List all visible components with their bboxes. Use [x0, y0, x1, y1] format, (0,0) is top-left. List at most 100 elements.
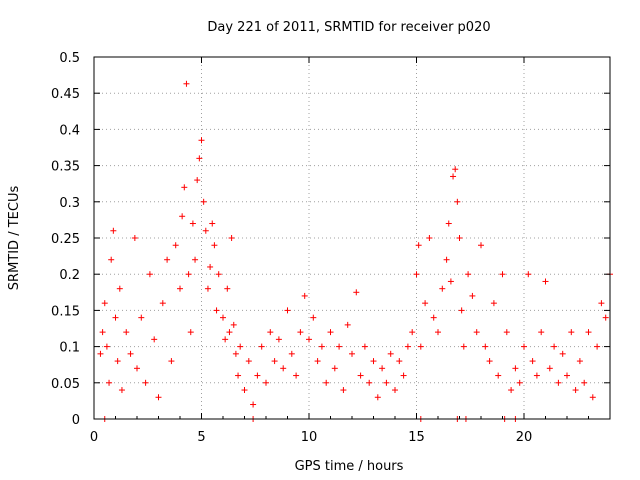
data-point [213, 307, 220, 314]
x-tick-label: 15 [408, 430, 425, 445]
data-point [340, 387, 347, 394]
data-point [576, 358, 583, 365]
y-axis-label: SRMTID / TECUs [7, 186, 22, 291]
data-point [366, 379, 373, 386]
data-point [460, 343, 467, 350]
data-point [288, 350, 295, 357]
data-point [585, 329, 592, 336]
data-point [301, 292, 308, 299]
data-point [529, 358, 536, 365]
data-point [447, 278, 454, 285]
data-point [151, 336, 158, 343]
data-point [314, 358, 321, 365]
data-point [508, 387, 515, 394]
data-point [310, 314, 317, 321]
data-point [172, 242, 179, 249]
data-point [387, 350, 394, 357]
data-point [209, 220, 216, 227]
data-point [235, 372, 242, 379]
axis-ticks [93, 56, 610, 420]
data-point [336, 343, 343, 350]
data-point [142, 379, 149, 386]
y-tick-label: 0.2 [59, 268, 80, 283]
data-point [168, 358, 175, 365]
y-tick-label: 0.35 [51, 160, 80, 175]
chart-title: Day 221 of 2011, SRMTID for receiver p02… [207, 20, 490, 35]
data-point [183, 80, 190, 87]
data-point [101, 300, 108, 307]
data-point [426, 235, 433, 241]
data-point [598, 300, 605, 307]
data-point [594, 343, 601, 350]
x-tick-label: 0 [90, 430, 98, 445]
data-point [138, 314, 145, 321]
data-point [413, 271, 420, 278]
data-point [503, 329, 510, 336]
y-tick-label: 0.05 [51, 377, 80, 392]
data-point [220, 314, 226, 321]
data-point [116, 285, 123, 292]
data-point [581, 379, 588, 386]
data-point [551, 343, 558, 350]
data-point [327, 329, 334, 336]
data-point [200, 198, 207, 205]
grid-lines [94, 57, 610, 419]
y-tick-label: 0.15 [51, 304, 80, 319]
data-point [349, 350, 355, 357]
data-point [194, 177, 201, 184]
data-point [331, 365, 338, 372]
data-point [430, 314, 437, 321]
data-point [490, 300, 497, 307]
data-point [284, 307, 291, 314]
data-point [155, 394, 162, 401]
data-point [146, 271, 153, 278]
y-tick-label: 0 [72, 413, 80, 428]
data-point [602, 314, 609, 321]
data-point [237, 343, 244, 350]
data-point [250, 401, 257, 408]
data-point [271, 358, 278, 365]
data-point [245, 358, 252, 365]
data-point [512, 365, 519, 372]
data-point [224, 285, 231, 292]
data-point [99, 329, 106, 336]
data-point [187, 329, 194, 336]
data-point [204, 285, 211, 292]
data-point [110, 227, 117, 234]
data-point [572, 387, 579, 394]
y-tick-label: 0.25 [51, 232, 80, 247]
data-point [230, 321, 237, 328]
data-point [417, 343, 424, 350]
data-point [422, 300, 429, 307]
data-point [383, 379, 390, 386]
x-tick-label: 10 [301, 430, 318, 445]
data-point [435, 329, 441, 336]
data-point [192, 256, 199, 263]
data-point [469, 292, 476, 299]
data-point [400, 372, 407, 379]
data-points [97, 80, 613, 422]
data-point [450, 173, 457, 180]
data-point [546, 365, 553, 372]
data-point [275, 336, 282, 343]
data-point [207, 263, 214, 270]
data-point [525, 271, 532, 278]
data-point [374, 394, 381, 401]
data-point [127, 350, 134, 357]
data-point [445, 220, 452, 227]
data-point [495, 372, 502, 379]
data-point [409, 329, 416, 336]
data-point [521, 343, 527, 350]
data-point [179, 213, 186, 220]
data-point [415, 242, 422, 249]
data-point [293, 372, 300, 379]
y-tick-label: 0.5 [59, 51, 80, 66]
x-tick-label: 5 [197, 430, 205, 445]
data-point [189, 220, 196, 227]
data-point [185, 271, 192, 278]
data-point [164, 256, 171, 263]
data-point [97, 350, 104, 357]
data-point [159, 300, 166, 307]
x-axis-label: GPS time / hours [295, 459, 404, 474]
data-point [454, 198, 461, 205]
